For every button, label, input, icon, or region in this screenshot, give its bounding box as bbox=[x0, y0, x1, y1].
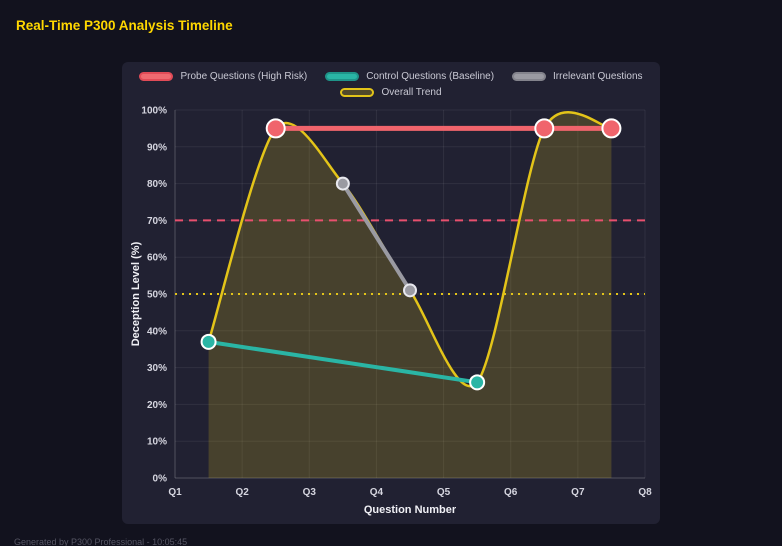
page-title: Real-Time P300 Analysis Timeline bbox=[16, 18, 233, 33]
chart-svg: 0% 10% 20% 30% 40% 50% 60% 70% 80% 90% 100% Q1 Q2 Q3 Q… bbox=[141, 106, 652, 499]
x-tick-label: Q3 bbox=[303, 487, 317, 498]
data-point-marker bbox=[469, 374, 486, 391]
x-tick-label: Q2 bbox=[235, 487, 249, 498]
x-tick-label: Q1 bbox=[168, 487, 182, 498]
y-tick-label: 10% bbox=[147, 437, 167, 448]
y-tick-label: 30% bbox=[147, 363, 167, 374]
data-point-marker bbox=[335, 176, 350, 191]
legend-label: Control Questions (Baseline) bbox=[366, 71, 495, 82]
legend-row: Probe Questions (High Risk) Control Quest… bbox=[139, 71, 643, 82]
chart-legend: Probe Questions (High Risk) Control Quest… bbox=[122, 71, 660, 98]
legend-swatch bbox=[340, 88, 375, 97]
legend-label: Probe Questions (High Risk) bbox=[180, 71, 308, 82]
data-point-marker bbox=[403, 283, 417, 298]
chart-panel: Probe Questions (High Risk) Control Quest… bbox=[122, 62, 660, 524]
legend-item[interactable]: Irrelevant Questions bbox=[512, 71, 643, 82]
series-line bbox=[206, 339, 480, 385]
legend-label: Overall Trend bbox=[381, 87, 442, 98]
x-tick-label: Q6 bbox=[504, 487, 518, 498]
legend-swatch bbox=[512, 72, 547, 81]
legend-row: Overall Trend bbox=[340, 87, 442, 98]
y-tick-label: 90% bbox=[147, 142, 167, 153]
legend-item[interactable]: Overall Trend bbox=[340, 87, 442, 98]
legend-label: Irrelevant Questions bbox=[553, 71, 643, 82]
y-tick-label: 20% bbox=[147, 400, 167, 411]
legend-item[interactable]: Control Questions (Baseline) bbox=[325, 71, 494, 82]
x-tick-label: Q5 bbox=[437, 487, 451, 498]
data-point-marker bbox=[200, 333, 217, 350]
footer-note: Generated by P300 Professional - 10:05:4… bbox=[14, 537, 188, 546]
x-axis-title: Question Number bbox=[363, 504, 457, 516]
legend-swatch bbox=[325, 72, 360, 81]
x-tick-label: Q8 bbox=[638, 487, 652, 498]
y-tick-label: 70% bbox=[147, 216, 167, 227]
y-tick-label: 60% bbox=[147, 253, 167, 264]
x-tick-label: Q4 bbox=[370, 487, 384, 498]
data-point-marker bbox=[601, 118, 622, 139]
x-tick-label: Q7 bbox=[571, 487, 585, 498]
y-tick-label: 0% bbox=[153, 474, 168, 485]
data-point-marker bbox=[265, 118, 286, 139]
y-tick-label: 80% bbox=[147, 179, 167, 190]
y-tick-label: 50% bbox=[147, 290, 167, 301]
y-tick-label: 100% bbox=[141, 106, 167, 117]
legend-swatch bbox=[139, 72, 174, 81]
legend-item[interactable]: Probe Questions (High Risk) bbox=[139, 71, 307, 82]
data-point-marker bbox=[534, 118, 555, 139]
series-line bbox=[340, 181, 412, 293]
y-tick-label: 40% bbox=[147, 326, 167, 337]
